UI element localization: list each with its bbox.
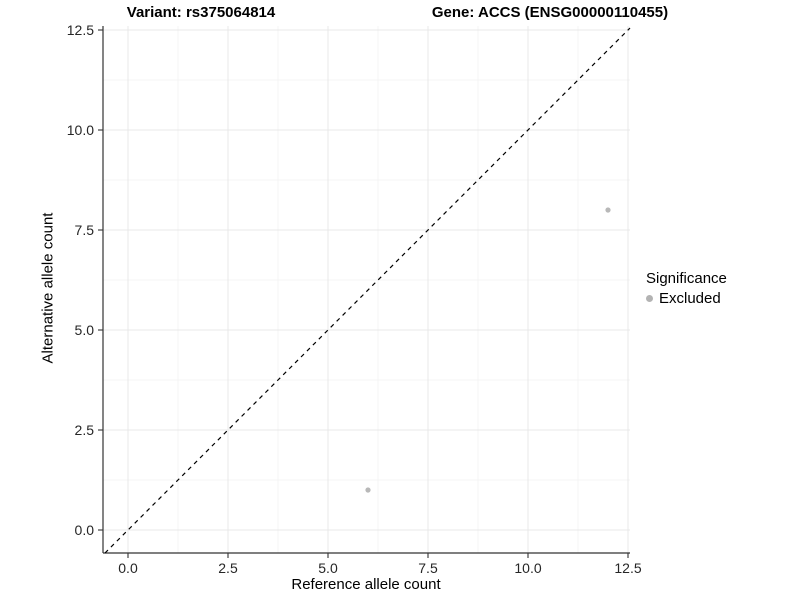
data-point bbox=[605, 207, 611, 213]
y-tick-label: 10.0 bbox=[67, 122, 94, 138]
x-tick-label: 5.0 bbox=[318, 560, 338, 576]
y-tick-label: 2.5 bbox=[75, 422, 95, 438]
x-tick-label: 2.5 bbox=[218, 560, 238, 576]
identity-line bbox=[104, 27, 631, 554]
legend: Significance Excluded bbox=[646, 270, 727, 307]
legend-title: Significance bbox=[646, 270, 727, 287]
tick-marks bbox=[98, 29, 629, 558]
y-tick-label: 5.0 bbox=[75, 322, 95, 338]
variant-title: Variant: rs375064814 bbox=[126, 4, 276, 21]
y-tick-label: 12.5 bbox=[67, 22, 94, 38]
x-tick-label: 12.5 bbox=[614, 560, 641, 576]
x-tick-label: 7.5 bbox=[418, 560, 438, 576]
x-axis-label: Reference allele count bbox=[291, 576, 441, 593]
data-points bbox=[365, 207, 611, 493]
axis-lines bbox=[102, 26, 630, 554]
data-point bbox=[365, 487, 371, 493]
grid-minor bbox=[103, 26, 630, 553]
tick-labels: 0.0 2.5 5.0 7.5 10.0 12.5 0.0 2.5 5.0 7.5 10.0 12.5 bbox=[67, 22, 642, 576]
legend-point-icon bbox=[646, 295, 653, 302]
y-tick-label: 7.5 bbox=[75, 222, 95, 238]
gene-title: Gene: ACCS (ENSG00000110455) bbox=[431, 4, 669, 21]
legend-item-excluded: Excluded bbox=[646, 290, 727, 307]
y-tick-label: 0.0 bbox=[75, 522, 95, 538]
x-tick-label: 10.0 bbox=[514, 560, 541, 576]
x-tick-label: 0.0 bbox=[118, 560, 138, 576]
grid-major bbox=[103, 26, 630, 553]
legend-item-label: Excluded bbox=[659, 290, 721, 307]
